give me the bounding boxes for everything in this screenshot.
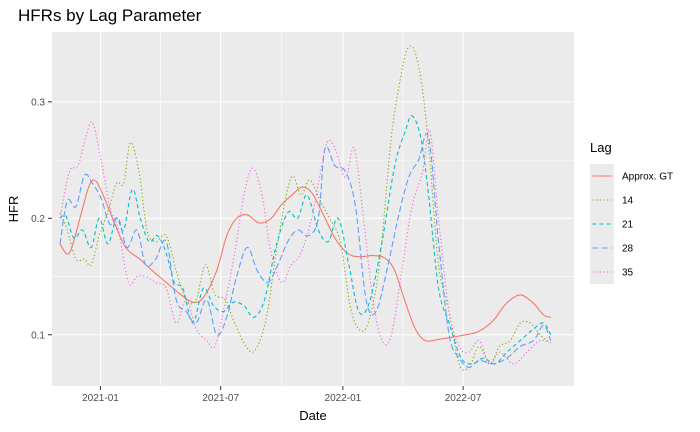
x-tick-label: 2021-07 [202,393,239,404]
x-tick-label: 2021-01 [82,393,119,404]
legend-label: 14 [622,196,634,207]
x-axis-title: Date [299,408,326,423]
legend: Lag Approx. GT 14 21 28 35 [590,140,673,284]
plot-panel [52,32,574,386]
x-tick-label: 2022-01 [325,393,362,404]
legend-label: 35 [622,268,634,279]
legend-label: 21 [622,220,634,231]
legend-label: 28 [622,244,634,255]
legend-title: Lag [590,140,612,155]
legend-items: Approx. GT 14 21 28 35 [590,164,673,284]
series-line-3 [59,133,552,368]
series-line-1 [59,45,552,371]
y-axis-title: HFR [6,196,21,223]
x-axis: 2021-01 2021-07 2022-01 2022-07 [82,386,482,404]
series-lines [59,45,552,371]
chart-title: HFRs by Lag Parameter [18,6,202,25]
y-tick-label: 0.3 [31,97,45,108]
y-tick-label: 0.1 [31,330,45,341]
legend-key [590,188,614,212]
series-line-2 [59,115,552,365]
legend-label: Approx. GT [622,172,673,183]
series-line-0 [59,179,551,342]
y-axis: 0.1 0.2 0.3 [31,97,52,341]
grid-lines [52,32,574,386]
y-tick-label: 0.2 [31,214,45,225]
x-tick-label: 2022-07 [445,393,482,404]
series-line-4 [59,121,551,365]
legend-key [590,260,614,284]
